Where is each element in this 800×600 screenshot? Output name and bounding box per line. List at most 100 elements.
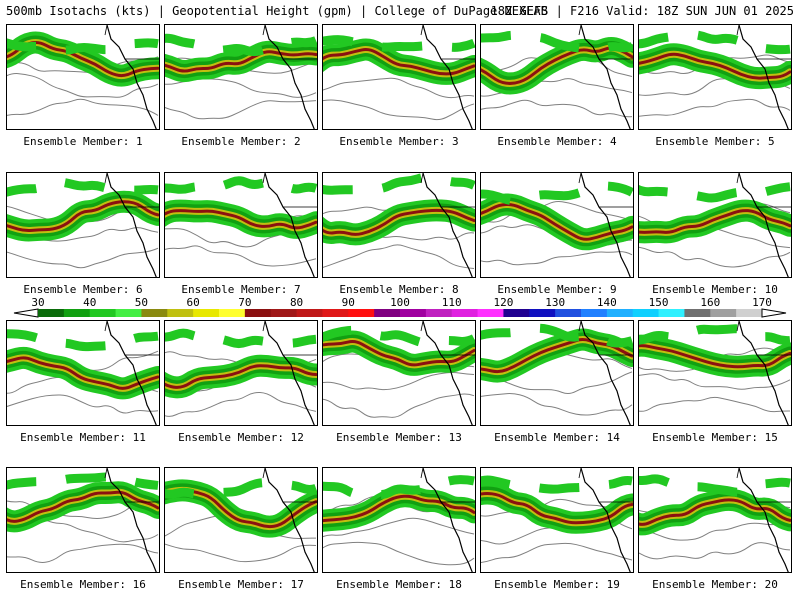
height-contour [323,77,475,99]
isotach-band [7,490,159,523]
height-contour [7,247,159,269]
model-valid-time: 18Z GEFS | F216 Valid: 18Z SUN JUN 01 20… [490,4,794,18]
ensemble-panel-16 [6,467,160,573]
colorbar-swatch [270,309,298,317]
colorbar-swatch [555,309,582,317]
border-line [262,468,317,503]
isotach-band [481,46,633,85]
ensemble-panel-15 [638,320,792,426]
ensemble-map-8 [323,173,475,277]
colorbar-tick-label: 80 [289,296,304,309]
ensemble-map-15 [639,321,791,425]
ensemble-map-16 [7,468,159,572]
height-contour [481,99,633,118]
border-line [420,468,475,503]
isotach-band [481,181,633,206]
coastline [106,468,157,572]
height-contour [165,391,317,417]
isotach-band [639,52,791,80]
ensemble-panel-4 [480,24,634,130]
ensemble-panel-2 [164,24,318,130]
height-contour [481,78,633,97]
border-line [104,173,159,208]
height-contour [639,373,791,390]
isotach-band [165,50,317,73]
coastline [738,321,789,425]
coastline [738,25,789,129]
ensemble-member-label: Ensemble Member: 15 [652,431,778,444]
ensemble-member-label: Ensemble Member: 19 [494,578,620,591]
colorbar-swatch [529,309,556,317]
border-line [420,25,475,60]
colorbar-swatch [632,309,660,317]
coastline [580,468,631,572]
ensemble-member-label: Ensemble Member: 9 [497,283,617,296]
ensemble-panel-18 [322,467,476,573]
ensemble-map-1 [7,25,159,129]
isotach-band [323,48,475,76]
isotach-band [165,328,317,349]
height-contour [165,245,317,267]
height-contour [639,396,791,413]
isotach-band [639,344,791,369]
isotach-band [639,30,791,55]
border-line [104,321,159,356]
isotach-band [481,202,633,241]
ensemble-panel-17 [164,467,318,573]
isotach-band [481,323,633,348]
border-line [420,173,475,208]
isotach-band [165,176,317,194]
map-title: 500mb Isotachs (kts) | Geopotential Heig… [6,4,548,18]
coastline [580,321,631,425]
ensemble-map-20 [639,468,791,572]
border-line [578,321,633,356]
coastline [580,173,631,277]
colorbar-swatch [451,309,479,317]
ensemble-panel-1 [6,24,160,130]
ensemble-map-3 [323,25,475,129]
coastline [422,25,473,129]
colorbar-tick-label: 120 [493,296,514,309]
colorbar-swatch [348,309,375,317]
colorbar-swatch [244,309,272,317]
ensemble-map-4 [481,25,633,129]
height-contour [323,244,475,269]
border-line [578,173,633,208]
colorbar-swatch [477,309,504,317]
ensemble-member-label: Ensemble Member: 12 [178,431,304,444]
height-contour [639,98,791,117]
ensemble-member-label: Ensemble Member: 7 [181,283,301,296]
isotach-band [481,492,633,525]
isotach-band [7,472,159,490]
coastline [106,321,157,425]
ensemble-member-label: Ensemble Member: 13 [336,431,462,444]
height-contour [165,543,317,563]
colorbar-swatch [684,309,711,317]
ensemble-map-13 [323,321,475,425]
ensemble-map-7 [165,173,317,277]
coastline [422,173,473,277]
ensemble-panel-19 [480,467,634,573]
border-line [736,321,791,356]
isotach-band [481,475,633,494]
coastline [264,468,315,572]
ensemble-map-11 [7,321,159,425]
colorbar-swatch [503,309,530,317]
isotach-band [165,478,317,499]
ensemble-member-label: Ensemble Member: 16 [20,578,146,591]
isotach-band [7,38,159,55]
coastline [580,25,631,129]
coastline [738,468,789,572]
colorbar-swatch [89,309,117,317]
ensemble-map-12 [165,321,317,425]
isotach-band [481,338,633,374]
ensemble-panel-13 [322,320,476,426]
colorbar-swatch [425,309,453,317]
height-contour [639,246,791,268]
height-contour [323,393,475,418]
colorbar-swatch [322,309,349,317]
ensemble-map-2 [165,25,317,129]
colorbar-tick-label: 110 [441,296,462,309]
colorbar-arrow-right [761,308,787,318]
isotach-band [323,475,475,499]
